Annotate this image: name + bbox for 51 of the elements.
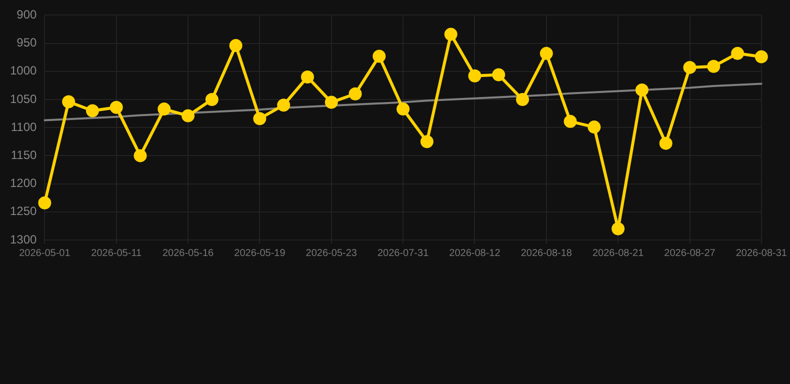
point: [229, 39, 242, 52]
y-tick-label: 1250: [10, 204, 38, 218]
x-tick-label: 2026-05-11: [91, 248, 142, 259]
point: [253, 112, 266, 126]
y-tick-label: 1300: [10, 232, 38, 246]
x-tick-label: 2026-05-19: [234, 248, 286, 259]
point: [420, 135, 434, 148]
point: [588, 120, 601, 134]
point: [659, 136, 672, 150]
point: [38, 196, 52, 210]
point: [62, 95, 76, 108]
y-tick-label: 1050: [10, 92, 38, 106]
point: [182, 109, 195, 122]
point: [707, 60, 720, 73]
point: [492, 68, 506, 82]
x-tick-label: 2026-08-27: [664, 248, 716, 259]
y-tick-label: 900: [16, 8, 38, 22]
y-tick-label: 950: [16, 36, 38, 50]
point: [86, 104, 99, 118]
point: [205, 93, 218, 106]
y-tick-label: 1000: [10, 64, 38, 78]
point: [468, 69, 482, 82]
point: [612, 222, 625, 236]
point: [110, 100, 123, 114]
point: [324, 96, 338, 109]
point: [396, 102, 410, 116]
point: [683, 60, 696, 74]
point: [372, 50, 386, 63]
x-tick-label: 2026-08-21: [592, 248, 644, 259]
point: [348, 87, 362, 100]
y-tick-label: 1100: [10, 120, 38, 134]
x-tick-label: 2026-05-01: [19, 248, 71, 259]
x-tick-label: 2026-05-16: [162, 248, 214, 259]
point: [754, 50, 768, 64]
point: [444, 28, 458, 41]
y-tick-label: 1150: [10, 148, 38, 162]
point: [134, 149, 147, 162]
x-tick-label: 2026-08-12: [449, 248, 501, 259]
point: [540, 46, 553, 60]
point: [277, 98, 290, 112]
point: [635, 83, 648, 96]
point: [564, 114, 577, 128]
y-tick-label: 1200: [10, 176, 38, 190]
x-tick-label: 2026-08-31: [736, 248, 788, 259]
x-tick-label: 2026-08-18: [520, 248, 572, 259]
x-tick-label: 2026-05-23: [306, 248, 358, 259]
point: [158, 102, 171, 116]
point: [300, 70, 314, 84]
point: [516, 93, 530, 106]
x-tick-label: 2026-07-31: [377, 248, 430, 259]
point: [731, 46, 744, 60]
